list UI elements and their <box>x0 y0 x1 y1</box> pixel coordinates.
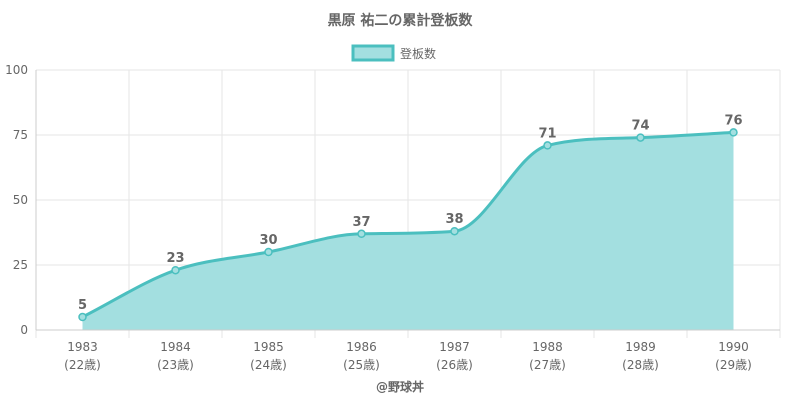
y-tick-label: 100 <box>5 63 28 77</box>
x-tick-sublabel: (22歳) <box>64 358 101 372</box>
data-point[interactable] <box>357 229 366 239</box>
data-point[interactable] <box>264 247 273 257</box>
data-point[interactable] <box>729 128 738 137</box>
data-label: 23 <box>166 251 184 266</box>
y-tick-label: 25 <box>13 258 28 272</box>
y-tick-label: 75 <box>13 128 28 142</box>
legend[interactable]: 登板数 <box>351 44 436 62</box>
x-tick-sublabel: (24歳) <box>250 358 287 372</box>
x-tick-sublabel: (23歳) <box>157 358 194 372</box>
data-label: 71 <box>538 126 556 141</box>
legend-swatch <box>351 44 395 62</box>
data-label: 37 <box>352 215 370 230</box>
data-point[interactable] <box>636 133 645 142</box>
x-tick-label: 1987 <box>439 340 470 354</box>
chart-title: 黒原 祐二の累計登板数 <box>328 12 474 29</box>
axes: 0 25 50 75 100 1983 (22歳) 1984 (23歳) 1985 (24歳) 198… <box>5 63 780 372</box>
x-tick-label: 1986 <box>346 340 377 354</box>
data-label: 5 <box>78 298 87 313</box>
data-point[interactable] <box>543 141 552 150</box>
plot-area <box>81 130 734 330</box>
x-tick-label: 1989 <box>625 340 656 354</box>
y-tick-label: 50 <box>13 193 28 207</box>
y-tick-label: 0 <box>20 323 28 337</box>
legend-label: 登板数 <box>400 46 436 61</box>
x-tick-label: 1983 <box>67 340 98 354</box>
series-line <box>81 130 734 319</box>
data-label: 74 <box>631 119 649 134</box>
x-tick-sublabel: (25歳) <box>343 358 380 372</box>
x-tick-sublabel: (26歳) <box>436 358 473 372</box>
footer-credit: @野球丼 <box>376 379 424 394</box>
data-points <box>78 128 738 322</box>
data-point[interactable] <box>450 226 459 236</box>
data-label: 38 <box>445 212 463 227</box>
x-tick-label: 1990 <box>718 340 749 354</box>
x-tick-sublabel: (28歳) <box>622 358 659 372</box>
data-point[interactable] <box>78 312 87 322</box>
x-tick-sublabel: (27歳) <box>529 358 566 372</box>
x-tick-sublabel: (29歳) <box>715 358 752 372</box>
series-area <box>82 132 734 330</box>
data-label: 30 <box>259 233 277 248</box>
x-tick-label: 1985 <box>253 340 284 354</box>
data-label: 76 <box>724 113 742 128</box>
x-tick-label: 1984 <box>160 340 191 354</box>
data-point[interactable] <box>171 265 180 275</box>
x-tick-label: 1988 <box>532 340 563 354</box>
data-labels: 5 23 30 37 38 71 74 76 <box>78 113 743 313</box>
